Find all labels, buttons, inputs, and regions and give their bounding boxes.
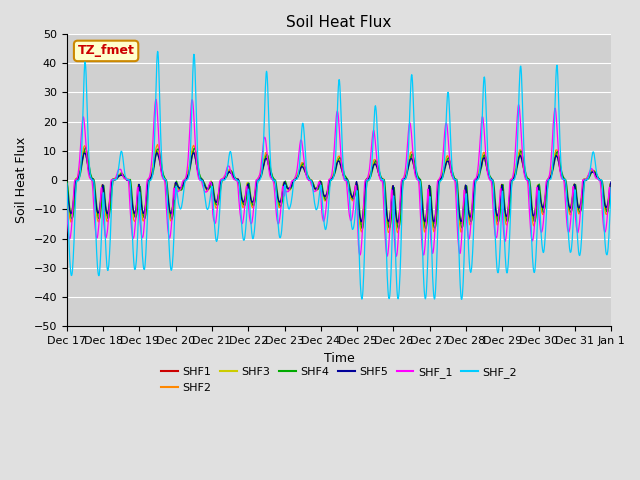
SHF5	[153, 150, 161, 156]
SHF_2	[154, 48, 161, 54]
SHF_2	[424, 260, 431, 265]
Line: SHF3: SHF3	[67, 151, 611, 225]
Title: Soil Heat Flux: Soil Heat Flux	[286, 15, 392, 30]
SHF_1	[152, 96, 160, 102]
SHF3	[171, 182, 179, 188]
SHF1	[189, 148, 197, 154]
Y-axis label: Soil Heat Flux: Soil Heat Flux	[15, 137, 28, 223]
SHF1	[357, 222, 365, 228]
SHF_1	[607, 196, 615, 202]
SHF_2	[458, 297, 465, 302]
SHF_2	[495, 262, 503, 267]
SHF5	[495, 207, 503, 213]
Line: SHF5: SHF5	[67, 153, 611, 222]
X-axis label: Time: Time	[324, 352, 355, 365]
SHF5	[607, 179, 615, 185]
SHF_1	[424, 186, 432, 192]
Line: SHF2: SHF2	[67, 144, 611, 233]
SHF5	[424, 195, 432, 201]
SHF1	[184, 173, 191, 179]
SHF1	[543, 179, 551, 184]
SHF3	[543, 177, 551, 183]
SHF2	[245, 187, 253, 192]
SHF3	[429, 222, 437, 228]
SHF_2	[245, 192, 253, 197]
SHF_2	[184, 175, 192, 181]
SHF_1	[543, 178, 551, 183]
SHF_2	[543, 193, 551, 199]
SHF3	[495, 203, 503, 209]
SHF4	[63, 179, 70, 184]
SHF4	[543, 188, 551, 194]
SHF_1	[245, 210, 253, 216]
SHF3	[184, 167, 192, 173]
SHF5	[171, 183, 179, 189]
SHF2	[543, 182, 551, 188]
Text: TZ_fmet: TZ_fmet	[77, 45, 134, 58]
SHF2	[394, 230, 402, 236]
SHF_2	[63, 180, 70, 186]
SHF5	[63, 181, 70, 187]
SHF1	[424, 194, 432, 200]
SHF2	[184, 171, 192, 177]
Line: SHF4: SHF4	[67, 148, 611, 229]
SHF3	[63, 185, 70, 191]
SHF_1	[495, 206, 503, 212]
SHF1	[245, 188, 253, 193]
SHF1	[607, 181, 615, 187]
SHF3	[245, 191, 253, 197]
SHF4	[184, 174, 192, 180]
SHF5	[394, 219, 401, 225]
SHF1	[495, 207, 503, 213]
SHF2	[495, 215, 503, 221]
Line: SHF1: SHF1	[67, 151, 611, 225]
Line: SHF_2: SHF_2	[67, 51, 611, 300]
SHF1	[171, 184, 179, 190]
SHF4	[495, 216, 503, 222]
SHF2	[171, 185, 179, 191]
SHF4	[607, 183, 615, 189]
SHF5	[245, 187, 253, 193]
Line: SHF_1: SHF_1	[67, 99, 611, 256]
SHF2	[424, 203, 432, 209]
SHF1	[63, 183, 70, 189]
SHF4	[82, 145, 90, 151]
SHF2	[607, 180, 615, 186]
SHF_1	[171, 197, 179, 203]
SHF_2	[171, 204, 179, 210]
SHF4	[245, 181, 253, 187]
SHF3	[607, 183, 615, 189]
SHF5	[184, 172, 192, 178]
SHF4	[424, 210, 432, 216]
SHF3	[424, 193, 431, 199]
SHF_1	[184, 155, 192, 161]
SHF_1	[63, 196, 70, 202]
SHF4	[395, 226, 403, 232]
SHF_2	[607, 185, 615, 191]
SHF3	[152, 148, 160, 154]
SHF5	[543, 179, 551, 185]
SHF4	[171, 193, 179, 199]
SHF_1	[392, 253, 400, 259]
SHF2	[154, 142, 161, 147]
Legend: SHF1, SHF2, SHF3, SHF4, SHF5, SHF_1, SHF_2: SHF1, SHF2, SHF3, SHF4, SHF5, SHF_1, SHF…	[157, 362, 522, 397]
SHF2	[63, 181, 70, 187]
